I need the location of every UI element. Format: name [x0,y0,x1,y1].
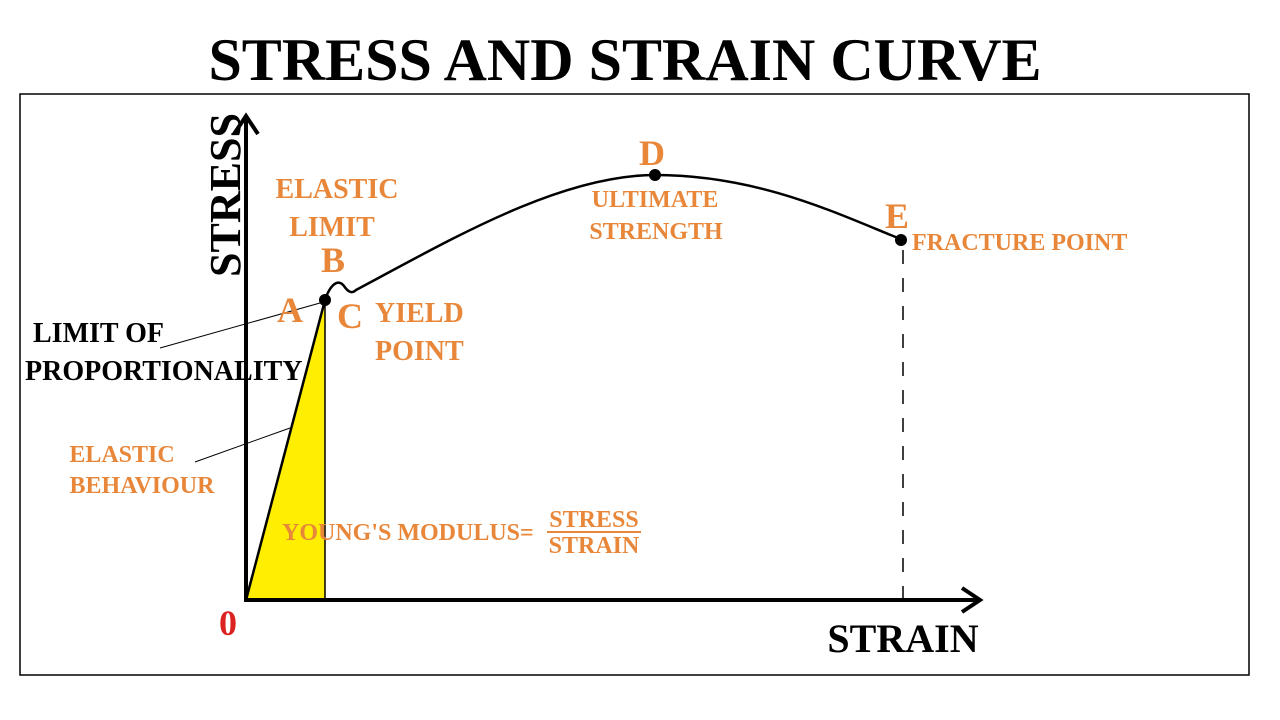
annotation: PROPORTIONALITY [25,356,302,387]
annotation: BEHAVIOUR [70,473,216,499]
annotation: YIELD [375,298,464,329]
y-arrow [232,112,260,136]
point-e [895,234,907,246]
point-a [319,294,331,306]
annotation: ELASTIC [69,442,174,468]
point-label: C [337,296,363,336]
point-label: D [639,133,665,173]
y-axis-label: STRESS [201,113,250,277]
formula-denominator: STRAIN [549,533,640,559]
origin-label: 0 [219,603,237,643]
leader-line [194,427,291,463]
formula-numerator: STRESS [549,507,638,533]
annotation: LIMIT [289,212,375,243]
leader-line [159,302,321,349]
annotation: FRACTURE POINT [912,230,1127,256]
point-label: A [277,290,303,330]
annotation: LIMIT OF [33,318,164,349]
x-arrow [960,586,984,614]
point-d [649,169,661,181]
curve [244,173,904,601]
title: STRESS AND STRAIN CURVE [208,27,1041,93]
frame [19,93,1250,676]
annotation: ELASTIC [276,174,399,205]
point-label: B [321,240,345,280]
annotation: STRENGTH [589,219,723,245]
annotation: ULTIMATE [592,187,719,213]
formula-label: YOUNG'S MODULUS= [282,520,534,546]
point-label: E [885,196,909,236]
annotation: POINT [375,336,464,367]
x-axis-label: STRAIN [827,616,978,661]
